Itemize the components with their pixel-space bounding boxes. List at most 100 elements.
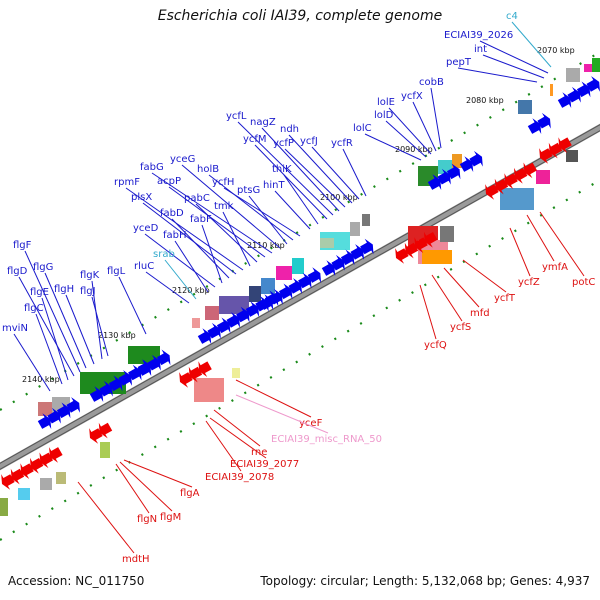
forward-gene-arrow: [226, 312, 240, 328]
forward-gene-arrow: [137, 360, 152, 376]
reverse-gene-arrow: [414, 237, 428, 253]
gene-label-ycfl: ycfL: [226, 111, 247, 122]
reverse-gene-arrow: [539, 148, 553, 164]
leader-line: [526, 214, 555, 262]
reverse-gene-arrows: [1, 137, 572, 490]
forward-gene-arrow: [586, 76, 600, 92]
forward-gene-arrow: [37, 413, 52, 429]
kbp-ticks: 2070 kbp 2080 kbp 2090 kbp 2100 kbp 2110 kbp…: [22, 46, 575, 384]
forward-gene-arrow: [459, 156, 474, 172]
gene-label-flgf: flgF: [13, 240, 32, 251]
leader-line: [311, 146, 360, 200]
leader-line: [235, 394, 329, 434]
gene-label-mvin: mviN: [2, 323, 28, 334]
leader-line: [13, 333, 51, 392]
forward-gene-arrow: [331, 254, 345, 271]
forward-gene-arrow: [278, 283, 293, 300]
gene-label-flgg: flgG: [33, 262, 53, 273]
leader-line: [142, 202, 237, 275]
leader-line: [168, 186, 266, 258]
leader-line: [511, 21, 552, 68]
forward-gene-arrow: [557, 92, 572, 108]
reverse-gene-arrow: [30, 457, 44, 474]
forward-gene-arrow: [207, 322, 221, 339]
leader-line: [479, 40, 549, 74]
gene-label-thik: thiK: [272, 164, 292, 175]
gene-label-c4: c4: [506, 11, 518, 22]
forward-gene-arrow: [156, 349, 171, 366]
cog-blocks-forward: [38, 58, 600, 416]
gene-label-holb: holB: [197, 164, 219, 175]
kbp-tick-label: 2090 kbp: [395, 145, 433, 154]
gc-track-inner: [0, 179, 600, 541]
forward-gene-arrow: [147, 354, 161, 371]
reverse-gene-arrow: [494, 178, 509, 195]
gene-label-nagz: nagZ: [250, 117, 276, 128]
forward-gene-arrow: [576, 81, 591, 98]
gene-label-flge: flgE: [30, 287, 49, 298]
leader-line: [284, 148, 346, 208]
reverse-gene-arrow: [523, 162, 537, 179]
leader-line: [115, 463, 150, 514]
leader-line: [288, 134, 353, 204]
reverse-gene-arrow: [485, 184, 499, 200]
leader-line: [412, 101, 437, 152]
gene-label-fabd: fabD: [160, 208, 184, 219]
forward-gene-arrow: [567, 86, 581, 103]
reverse-gene-arrow: [89, 428, 103, 444]
gene-label-pept: pepT: [446, 57, 472, 68]
kbp-tick-label: 2130 kbp: [98, 331, 136, 340]
gene-label-ycfs: ycfS: [450, 322, 471, 333]
gene-label-flgc: flgC: [24, 303, 44, 314]
reverse-gene-arrow: [10, 468, 25, 485]
leader-line: [509, 227, 531, 277]
map-title: Escherichia coli IAI39, complete genome: [157, 8, 443, 24]
forward-gene-arrow: [437, 168, 451, 185]
leader-line: [65, 294, 95, 365]
forward-gene-arrow: [99, 380, 113, 397]
reverse-gene-arrow: [395, 248, 409, 264]
forward-gene-arrow: [245, 301, 260, 317]
gene-label-int: int: [474, 44, 487, 55]
gene-label-fabh: fabH: [163, 230, 187, 241]
leader-line: [171, 218, 230, 279]
reverse-gene-arrow: [39, 452, 53, 469]
reverse-gene-arrow: [504, 173, 518, 189]
gene-label-eciai39-2026: ECIAI39_2026: [444, 30, 513, 41]
forward-gene-arrow: [340, 249, 355, 266]
leader-line: [235, 379, 312, 418]
gene-label-eciai39-misc-rna-50: ECIAI39_misc_RNA_50: [271, 434, 382, 445]
leader-line: [388, 107, 432, 155]
gene-label-ycfm: ycfM: [243, 134, 267, 145]
leader-line: [118, 276, 147, 335]
gene-label-tmk: tmk: [214, 201, 234, 212]
reverse-gene-arrow: [188, 366, 203, 383]
reverse-gene-arrow: [49, 447, 63, 463]
gene-label-lole: lolE: [377, 97, 395, 108]
gene-label-ycef: yceF: [299, 418, 323, 429]
gene-label-flgk: flgK: [80, 270, 100, 281]
reverse-gene-arrow: [558, 137, 572, 153]
reverse-gene-arrow: [404, 242, 419, 259]
leader-line: [364, 133, 422, 161]
gene-label-ndh: ndh: [280, 124, 299, 135]
leader-line: [91, 296, 109, 357]
gene-label-flgl: flgL: [107, 266, 126, 277]
forward-gene-arrow: [537, 112, 551, 129]
leader-line: [35, 313, 63, 385]
forward-gene-arrow: [236, 306, 250, 323]
forward-gene-arrow: [360, 238, 374, 255]
forward-gene-arrow: [321, 260, 336, 276]
gene-label-ptsg: ptsG: [237, 185, 260, 196]
gene-label-fabf: fabF: [190, 214, 212, 225]
gene-label-ycfr: ycfR: [331, 138, 353, 149]
gene-label-cobb: cobB: [419, 77, 444, 88]
leader-line: [443, 267, 480, 308]
gene-label-lolc: lolC: [353, 123, 372, 134]
gene-label-srab: srab: [153, 249, 175, 260]
gene-label-plsx: plsX: [131, 192, 152, 203]
forward-gene-arrow: [288, 278, 302, 294]
